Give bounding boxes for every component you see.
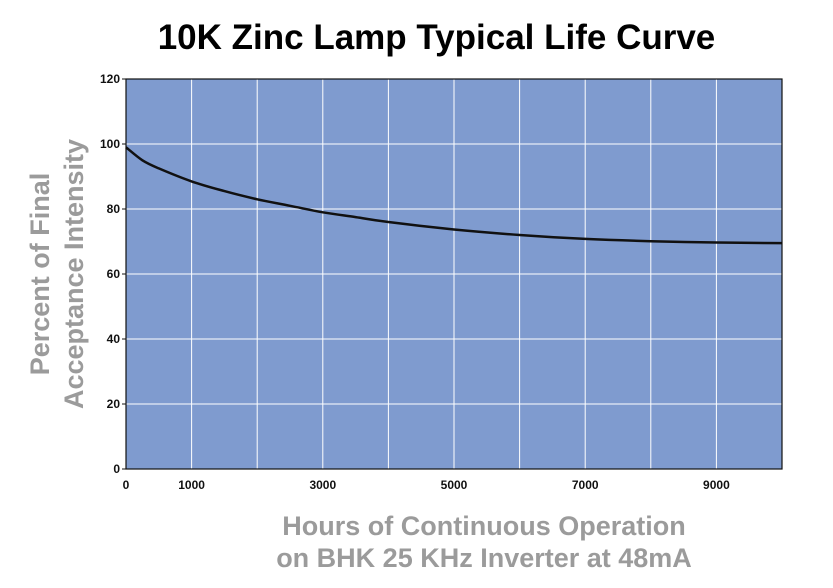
chart-title: 10K Zinc Lamp Typical Life Curve	[157, 18, 716, 57]
y-axis-label-line-2: Acceptance Intensity	[59, 138, 89, 410]
grid-lines	[126, 79, 782, 469]
plot-border	[125, 78, 783, 470]
y-axis-label-line-1: Percent of Final	[25, 172, 55, 376]
y-tick-label: 100	[100, 137, 120, 151]
y-tick-label: 120	[100, 72, 120, 86]
chart-plot: 0 20 40 60 80 100 120 0 1000 3000 5000 7000 9000	[100, 72, 783, 492]
x-tick-label: 0	[123, 478, 130, 492]
y-tick-label: 40	[107, 332, 121, 346]
y-tick-label: 60	[107, 267, 121, 281]
series-line	[125, 146, 783, 245]
x-tick-label: 7000	[572, 478, 599, 492]
x-tick-label: 5000	[441, 478, 468, 492]
x-tick-label: 9000	[703, 478, 730, 492]
y-tick-label: 20	[107, 397, 121, 411]
y-axis-label: Percent of Final Acceptance Intensity	[23, 124, 91, 424]
x-tick-label: 1000	[178, 478, 205, 492]
y-tick-label: 0	[113, 462, 120, 476]
y-tick-label: 80	[107, 202, 121, 216]
x-axis-label-line-1: Hours of Continuous Operation	[282, 511, 686, 541]
x-axis-label: Hours of Continuous Operation on BHK 25 …	[204, 510, 764, 574]
axis-ticks: 0 20 40 60 80 100 120 0 1000 3000 5000 7000 9000	[100, 72, 730, 492]
x-tick-label: 3000	[309, 478, 336, 492]
x-axis-label-line-2: on BHK 25 KHz Inverter at 48mA	[276, 543, 692, 573]
